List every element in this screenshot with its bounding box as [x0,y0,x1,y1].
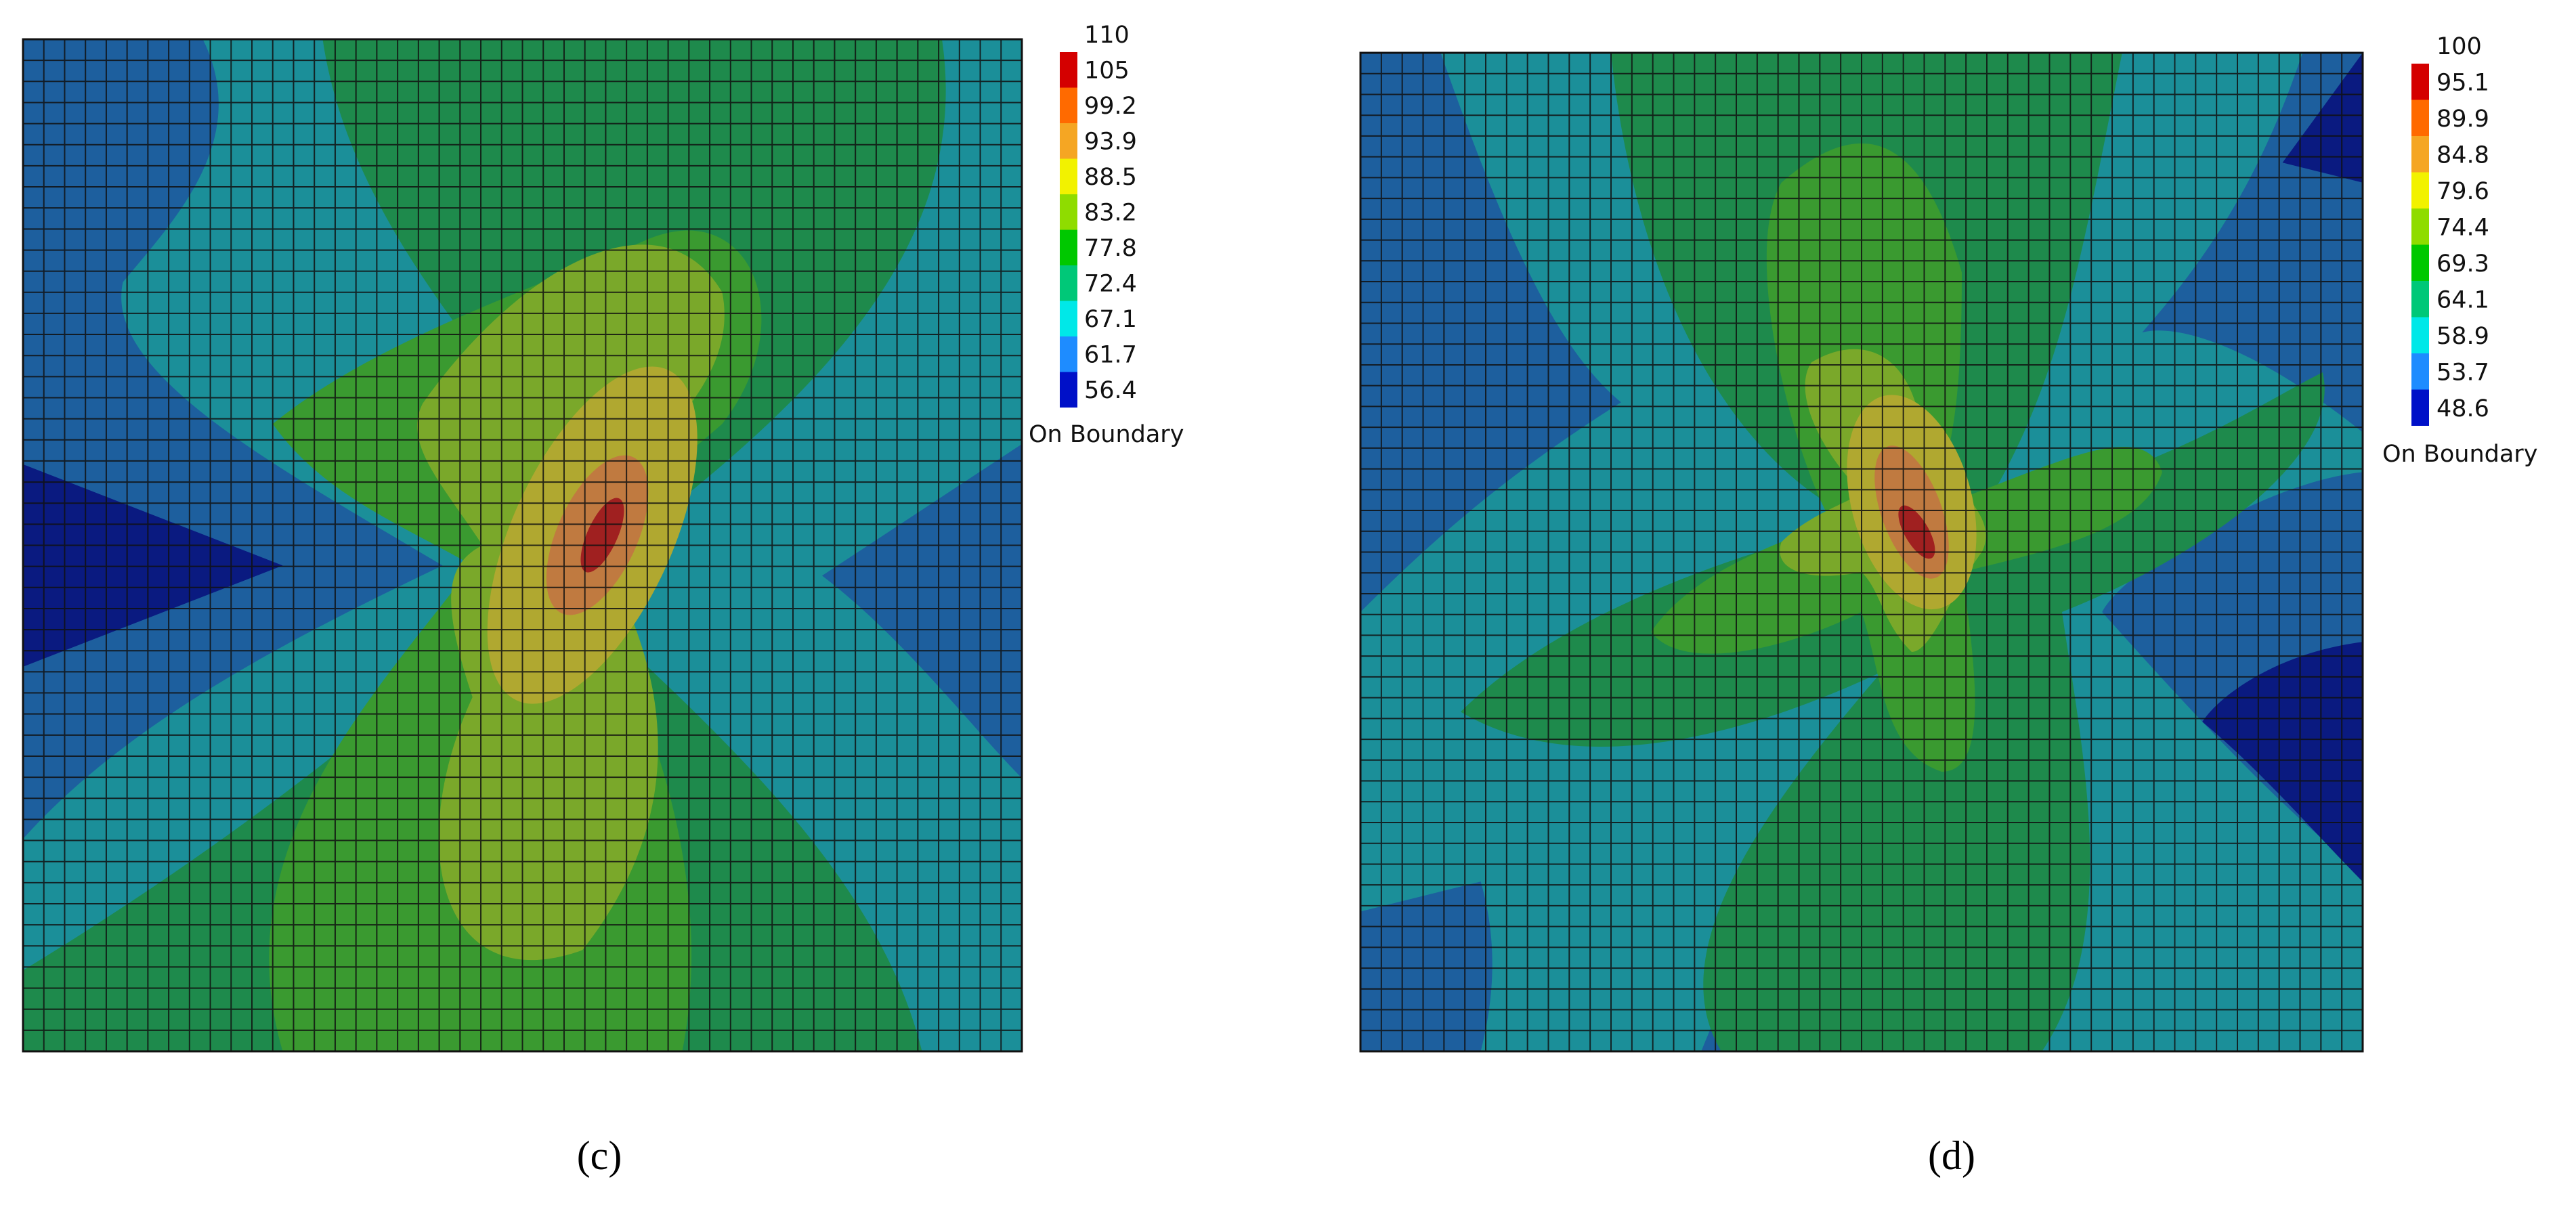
colorbar-band [1060,229,1077,265]
colorbar-band [1060,158,1077,194]
colorbar-label: 83.2 [1084,200,1137,227]
colorbar-label: 95.1 [2437,70,2489,97]
colorbar-label: 93.9 [1084,129,1137,156]
mesh-lines [23,39,1022,1051]
colorbar-label: 56.4 [1084,377,1137,404]
legends: 110 105 99.2 93.9 88.5 83.2 77.8 72.4 67.1 61.7 56… [577,22,2538,1178]
colorbar-band [2411,244,2429,281]
colorbar-label: 84.8 [2437,142,2489,169]
legend-note: On Boundary [2382,441,2537,468]
colorbar-label: 79.6 [2437,178,2489,205]
colorbar-band [2411,389,2429,426]
colorbar-label: 48.6 [2437,395,2489,422]
colorbar-label: 67.1 [1084,306,1137,333]
panel-caption: (c) [577,1133,622,1178]
colorbar-label: 58.9 [2437,323,2489,350]
colorbar-band [1060,372,1077,408]
colorbar-band [2411,353,2429,390]
colorbar-band [1060,336,1077,372]
mesh [22,38,2364,1053]
colorbar-band [1060,87,1077,123]
colorbar-band [2411,172,2429,209]
colorbar-label: 99.2 [1084,93,1137,120]
colorbar-band [2411,64,2429,100]
mesh-lines [1360,53,2363,1051]
colorbar-label: 88.5 [1084,164,1137,191]
colorbar-band [2411,281,2429,317]
colorbar-label: 110 [1084,22,1130,49]
colorbar-label: 69.3 [2437,250,2489,278]
colorbar-band [2411,136,2429,173]
colorbar-label: 64.1 [2437,287,2489,314]
plot-frame [22,38,1023,1053]
colorbar-label: 105 [1084,58,1130,85]
colorbar-band [2411,317,2429,353]
legend-note: On Boundary [1029,421,1184,448]
colorbar-band [1060,123,1077,159]
colorbar-label: 100 [2437,33,2482,60]
colorbar-band [1060,301,1077,336]
colorbar-band [1060,265,1077,301]
colorbar-band [1060,52,1077,88]
colorbar-band [1060,194,1077,230]
colorbar-band [2411,100,2429,136]
colorbar-band [2411,209,2429,245]
colorbar-label: 77.8 [1084,235,1137,262]
colorbar-label: 53.7 [2437,359,2489,387]
panel-caption: (d) [1928,1133,1975,1178]
colorbar-label: 61.7 [1084,342,1137,369]
colorbar-label: 74.4 [2437,215,2489,242]
plot-frame [1359,51,2364,1053]
colorbar-label: 89.9 [2437,106,2489,133]
colorbar-label: 72.4 [1084,271,1137,298]
